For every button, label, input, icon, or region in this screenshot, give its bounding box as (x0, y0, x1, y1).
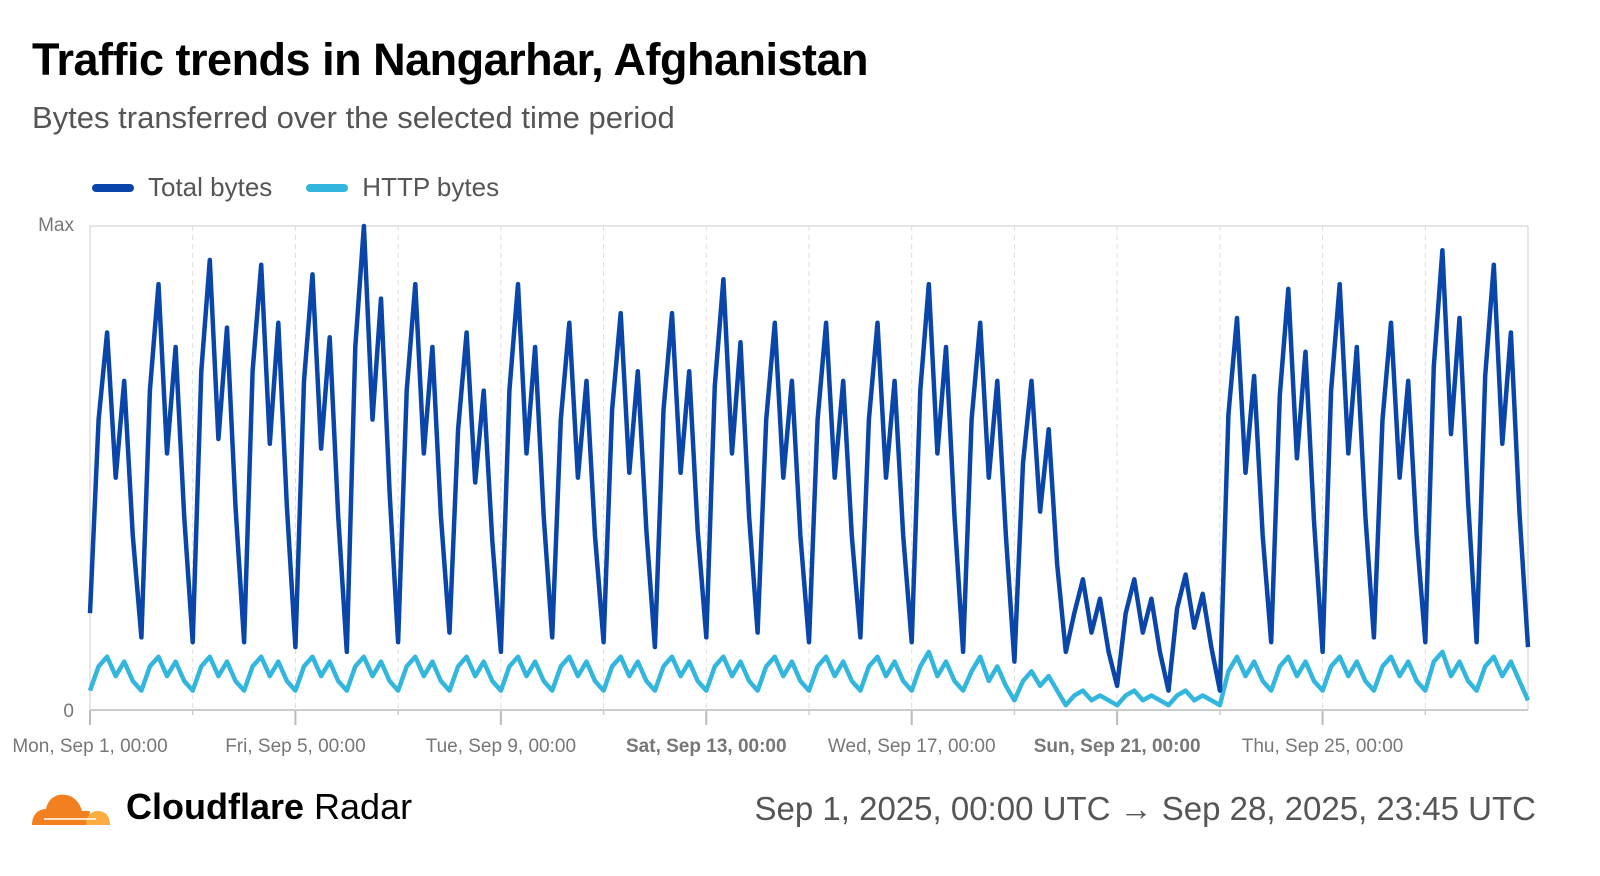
brand-bold: Cloudflare (126, 786, 305, 827)
cloudflare-radar-logo: Cloudflare Radar (30, 786, 412, 828)
legend-item-total-bytes[interactable]: Total bytes (92, 172, 272, 203)
x-tick-label: Wed, Sep 17, 00:00 (828, 736, 996, 757)
chart-title: Traffic trends in Nangarhar, Afghanistan (32, 34, 869, 85)
chart-subtitle: Bytes transferred over the selected time… (32, 100, 675, 135)
x-tick-label: Fri, Sep 5, 00:00 (225, 736, 365, 757)
y-tick-label: 0 (63, 701, 74, 722)
legend-label: Total bytes (148, 172, 273, 202)
cloudflare-cloud-icon (32, 794, 110, 825)
legend-label: HTTP bytes (362, 172, 500, 202)
x-tick-label: Thu, Sep 25, 00:00 (1242, 736, 1404, 757)
legend: Total bytes HTTP bytes (92, 172, 499, 203)
brand-name: Cloudflare Radar (126, 786, 412, 828)
legend-swatch-http (306, 183, 349, 192)
x-tick-label: Sun, Sep 21, 00:00 (1034, 736, 1201, 757)
legend-swatch-total (92, 183, 134, 192)
series-line-http-bytes (87, 649, 1531, 708)
time-range: Sep 1, 2025, 00:00 UTC → Sep 28, 2025, 2… (754, 790, 1536, 827)
series-line-total-bytes (87, 223, 1531, 693)
x-tick-label: Mon, Sep 1, 00:00 (12, 736, 167, 757)
x-tick-label: Sat, Sep 13, 00:00 (626, 736, 787, 757)
y-tick-label: Max (38, 215, 74, 236)
brand-light: Radar (314, 786, 413, 827)
legend-item-http-bytes[interactable]: HTTP bytes (306, 172, 499, 203)
x-tick-label: Tue, Sep 9, 00:00 (426, 736, 576, 757)
